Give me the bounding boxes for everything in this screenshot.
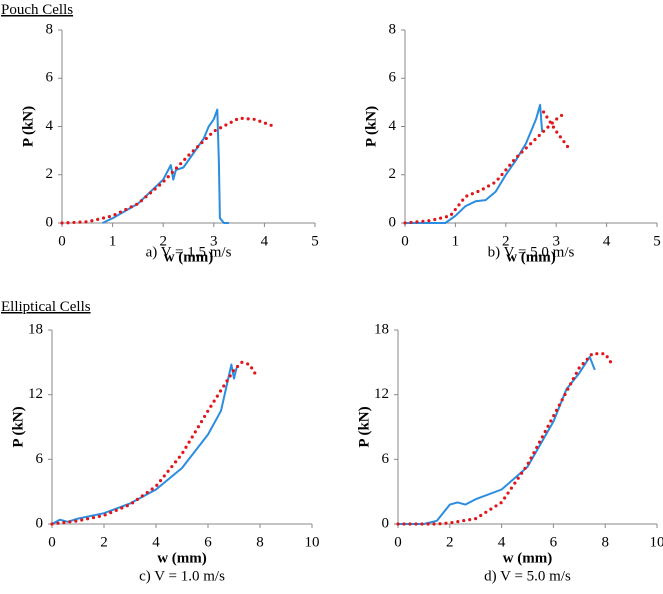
x-tick-label: 1 xyxy=(452,233,460,249)
x-tick-label: 4 xyxy=(603,233,611,249)
x-tick-label: 10 xyxy=(650,534,663,550)
y-tick-label: 8 xyxy=(389,21,397,37)
y-tick-label: 0 xyxy=(382,515,390,531)
x-tick-label: 5 xyxy=(653,233,661,249)
x-axis-label: w (mm) xyxy=(157,550,207,566)
data-line xyxy=(60,116,277,225)
y-tick-label: 18 xyxy=(28,321,43,337)
x-tick-label: 8 xyxy=(256,534,264,550)
data-line xyxy=(398,355,596,525)
x-tick-label: 8 xyxy=(601,534,609,550)
x-tick-label: 1 xyxy=(109,233,117,249)
data-line xyxy=(403,110,571,225)
y-axis-label: P (kN) xyxy=(363,106,379,147)
x-tick-label: 0 xyxy=(401,233,409,249)
x-tick-label: 10 xyxy=(305,534,320,550)
y-tick-label: 2 xyxy=(389,166,397,182)
x-tick-label: 3 xyxy=(210,233,218,249)
x-tick-label: 5 xyxy=(311,233,319,249)
x-tick-label: 2 xyxy=(159,233,167,249)
y-tick-label: 0 xyxy=(36,515,44,531)
x-tick-label: 0 xyxy=(394,534,402,550)
y-axis-label: P (kN) xyxy=(10,406,26,447)
y-tick-label: 4 xyxy=(389,118,397,134)
data-line xyxy=(51,363,238,525)
x-tick-label: 2 xyxy=(100,534,108,550)
y-tick-label: 0 xyxy=(46,214,54,230)
x-tick-label: 6 xyxy=(204,534,212,550)
y-tick-label: 0 xyxy=(389,214,397,230)
caption: b) V = 5.0 m/s xyxy=(488,244,575,260)
y-tick-label: 6 xyxy=(46,70,54,86)
x-tick-label: 2 xyxy=(502,233,510,249)
x-tick-label: 4 xyxy=(498,534,506,550)
section-heading: Pouch Cells xyxy=(1,2,73,18)
x-tick-label: 4 xyxy=(152,534,160,550)
data-line xyxy=(102,108,229,224)
x-axis-label: w (mm) xyxy=(503,550,553,566)
y-tick-label: 6 xyxy=(389,70,397,86)
y-tick-label: 12 xyxy=(374,386,389,402)
y-axis-label: P (kN) xyxy=(20,106,36,147)
x-tick-label: 2 xyxy=(446,534,454,550)
y-tick-label: 12 xyxy=(28,386,43,402)
section-heading: Elliptical Cells xyxy=(1,299,91,315)
x-tick-label: 0 xyxy=(58,233,66,249)
x-tick-label: 4 xyxy=(261,233,269,249)
y-tick-label: 18 xyxy=(374,321,389,337)
caption: d) V = 5.0 m/s xyxy=(484,568,571,584)
y-tick-label: 2 xyxy=(46,166,54,182)
caption: c) V = 1.0 m/s xyxy=(139,568,225,584)
y-axis-label: P (kN) xyxy=(356,406,372,447)
y-tick-label: 8 xyxy=(46,21,54,37)
data-line xyxy=(50,360,257,526)
y-tick-label: 6 xyxy=(36,451,44,467)
x-tick-label: 0 xyxy=(48,534,56,550)
data-line xyxy=(396,352,615,526)
caption: a) V = 1.5 m/s xyxy=(146,244,232,260)
x-tick-label: 3 xyxy=(552,233,560,249)
y-tick-label: 4 xyxy=(46,118,54,134)
x-axis-label: w (mm) xyxy=(164,249,214,265)
x-axis-label: w (mm) xyxy=(506,249,556,265)
x-tick-label: 6 xyxy=(550,534,558,550)
y-tick-label: 6 xyxy=(382,451,390,467)
data-line xyxy=(405,103,544,224)
